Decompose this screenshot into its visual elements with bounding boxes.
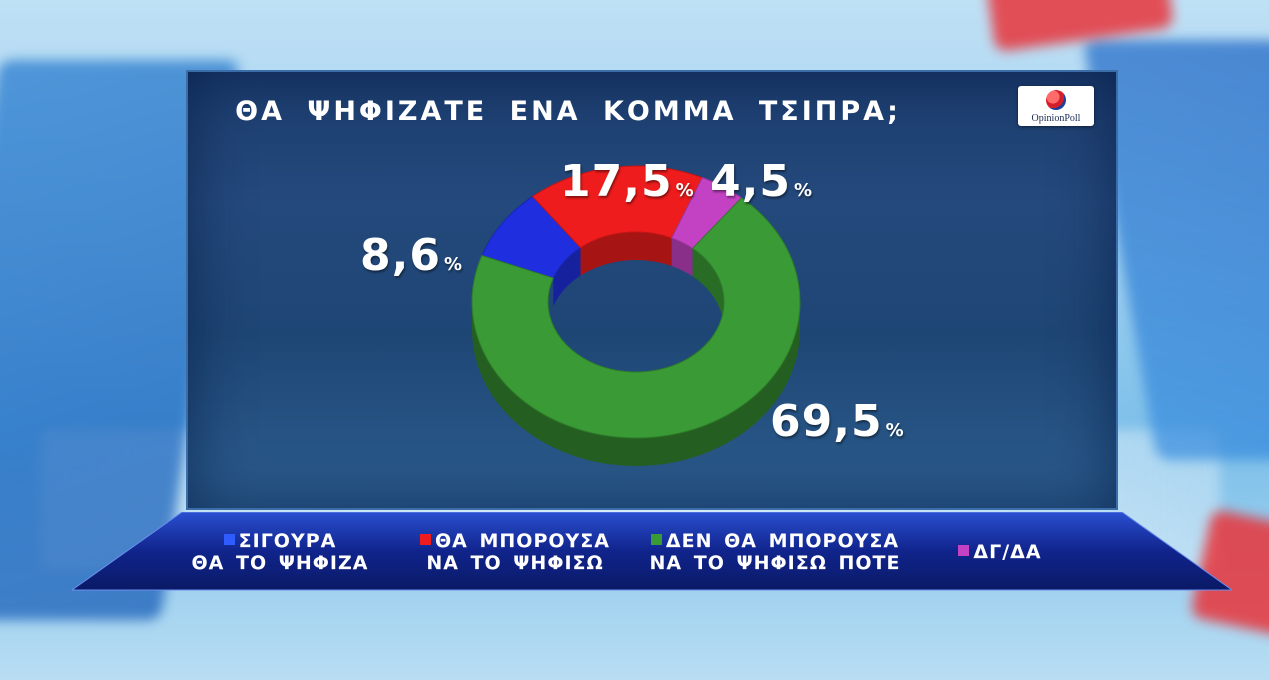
legend-label-line2: ΝΑ ΤΟ ΨΗΦΙΣΩ <box>426 552 604 574</box>
slice-inner-2 <box>692 248 724 330</box>
slice-inner-0 <box>553 247 581 307</box>
legend-label-line1: ΔΓ/ΔΑ <box>973 541 1042 563</box>
legend-item-maybe: ΘΑ ΜΠΟΡΟΥΣΑ ΝΑ ΤΟ ΨΗΦΙΣΩ <box>400 530 630 574</box>
logo-mark-icon <box>1046 90 1066 110</box>
legend-label-line1: ΔΕΝ ΘΑ ΜΠΟΡΟΥΣΑ <box>665 530 900 552</box>
opinionpoll-logo: OpinionPoll <box>1018 86 1094 126</box>
legend-swatch-blue <box>223 534 235 545</box>
legend-label-line2: ΝΑ ΤΟ ΨΗΦΙΣΩ ΠΟΤΕ <box>649 552 901 574</box>
data-label-maybe: 17,5% <box>560 156 694 207</box>
legend-swatch-red <box>420 534 432 545</box>
chart-panel: ΘΑ ΨΗΦΙΖΑΤΕ ΕΝΑ ΚΟΜΜΑ ΤΣΙΠΡΑ; OpinionPol… <box>186 70 1118 510</box>
legend-label-line2: ΘΑ ΤΟ ΨΗΦΙΖΑ <box>191 552 369 574</box>
data-label-never: 69,5% <box>770 396 904 447</box>
legend-label-line1: ΣΙΓΟΥΡΑ <box>238 530 337 552</box>
slice-inner-3 <box>671 237 693 277</box>
legend-item-never: ΔΕΝ ΘΑ ΜΠΟΡΟΥΣΑ ΝΑ ΤΟ ΨΗΦΙΣΩ ΠΟΤΕ <box>640 530 910 574</box>
legend-item-dk: ΔΓ/ΔΑ <box>945 541 1055 563</box>
legend-label-line1: ΘΑ ΜΠΟΡΟΥΣΑ <box>435 530 610 552</box>
slice-side-2 <box>472 302 800 466</box>
slice-2 <box>471 197 801 439</box>
donut-chart <box>471 165 801 466</box>
legend-swatch-purple <box>958 545 970 556</box>
chart-title: ΘΑ ΨΗΦΙΖΑΤΕ ΕΝΑ ΚΟΜΜΑ ΤΣΙΠΡΑ; <box>235 96 901 127</box>
legend-swatch-green <box>650 534 662 545</box>
legend-item-sure: ΣΙΓΟΥΡΑ ΘΑ ΤΟ ΨΗΦΙΖΑ <box>190 530 370 574</box>
legend-bar <box>72 512 1232 591</box>
data-label-dk: 4,5% <box>710 156 812 207</box>
logo-text: OpinionPoll <box>1031 113 1081 124</box>
data-label-sure: 8,6% <box>360 230 462 281</box>
slice-inner-1 <box>580 232 672 276</box>
